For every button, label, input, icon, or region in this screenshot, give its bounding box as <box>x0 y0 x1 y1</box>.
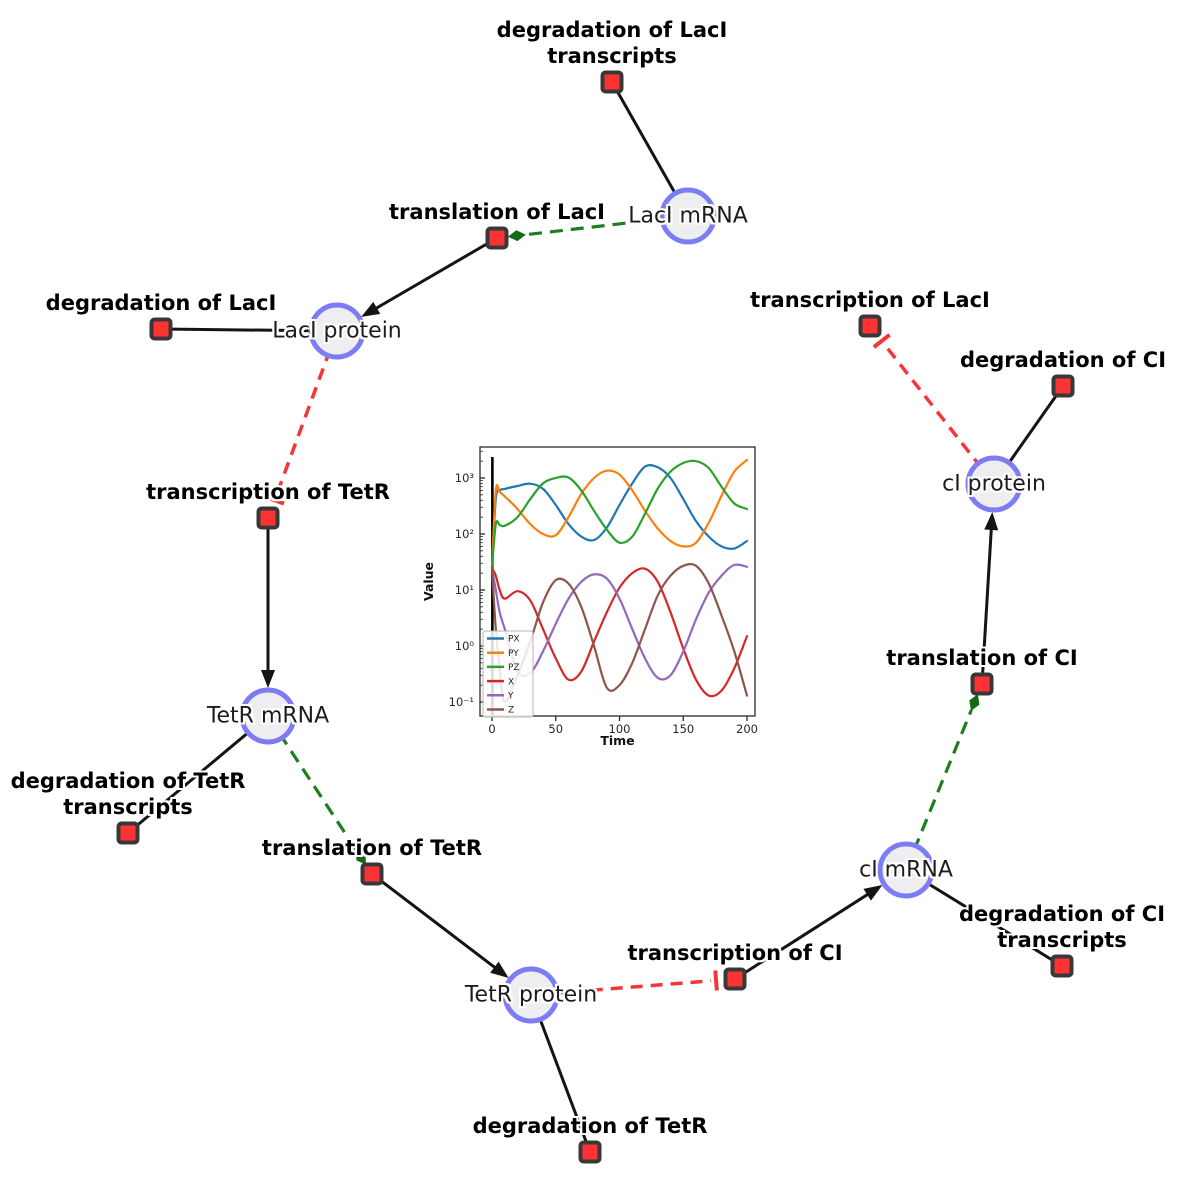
edge-production-transl-ci-ci-protein <box>980 525 993 685</box>
reaction-node-transl-tetr <box>360 862 384 886</box>
species-node-laci-protein <box>308 302 366 360</box>
x-tick-label: 100 <box>609 722 631 736</box>
reaction-label-transl-laci: translation of LacI <box>389 199 605 225</box>
series-line-PX <box>490 464 749 569</box>
edge-production-txn-tetr-tetr-mrna-arrowhead <box>261 670 275 688</box>
reaction-node-txn-ci <box>723 967 747 991</box>
reaction-node-deg-ci-tx <box>1050 954 1074 978</box>
reaction-label-line: transcription of LacI <box>750 288 990 312</box>
reaction-label-line: degradation of TetR <box>10 769 246 793</box>
reaction-label-line: degradation of CI <box>958 902 1166 926</box>
reaction-label-line: transcription of TetR <box>146 480 390 504</box>
edge-catalysis-tetr-mrna-transl-tetr-diamond-arrowhead <box>356 849 366 865</box>
reaction-label-line: transcription of CI <box>627 941 843 965</box>
reaction-node-deg-laci-tx <box>600 70 624 94</box>
reaction-node-txn-tetr <box>256 506 280 530</box>
reaction-label-deg-ci: degradation of CI <box>960 347 1166 373</box>
edge-consumption-laci-protein-deg-laci <box>160 327 338 333</box>
reaction-label-transl-tetr: translation of TetR <box>262 835 482 861</box>
species-label-ci-protein: cI protein <box>942 471 1046 497</box>
reaction-label-line: degradation of CI <box>959 348 1167 372</box>
species-label-tetr-mrna: TetR mRNA <box>206 703 330 729</box>
time-series-plot: 10⁻¹ 10⁰ 10¹ 10² 10³ 0 50 100 150 200 Time Value PX P… <box>420 432 780 767</box>
edge-production-transl-ci-ci-protein-arrowhead <box>984 511 999 531</box>
y-tick-label: 10³ <box>455 471 475 485</box>
legend-label: PZ <box>508 663 520 673</box>
edge-consumption-tetr-mrna-deg-tetr-tx <box>127 714 269 835</box>
legend-label: Z <box>508 706 514 716</box>
edge-inhibition-tetr-protein-txn-ci <box>530 979 712 997</box>
legend: PX PY PZ XYZ <box>482 630 534 718</box>
species-node-ci-mrna <box>877 841 935 899</box>
reaction-label-line: translation of LacI <box>389 200 605 224</box>
reaction-node-deg-tetr <box>578 1140 602 1164</box>
edge-catalysis-laci-mrna-transl-laci-diamond-arrowhead <box>507 230 526 242</box>
x-axis-title: Time <box>600 733 634 748</box>
x-tick-label: 0 <box>488 722 495 736</box>
reaction-node-deg-ci <box>1051 374 1075 398</box>
reaction-node-deg-laci <box>149 317 173 341</box>
reaction-label-deg-laci-tx: degradation of LacI transcripts <box>497 17 728 69</box>
reaction-label-line: transcripts <box>997 928 1127 952</box>
reaction-label-txn-ci: transcription of CI <box>627 940 842 966</box>
species-node-laci-mrna <box>659 187 717 245</box>
y-tick-label: 10⁻¹ <box>449 695 474 709</box>
edge-catalysis-ci-mrna-transl-ci-diamond-arrowhead <box>969 694 980 711</box>
legend-label: PX <box>508 635 520 645</box>
series-line-X <box>490 566 749 698</box>
species-label-laci-protein: LacI protein <box>272 318 402 344</box>
species-label-ci-mrna: cI mRNA <box>859 857 953 883</box>
reaction-node-transl-ci <box>970 672 994 696</box>
reaction-label-txn-laci: transcription of LacI <box>750 287 990 313</box>
edge-inhibition-laci-protein-txn-tetr <box>274 330 339 497</box>
legend-label: X <box>508 677 514 687</box>
y-tick-label: 10² <box>455 527 474 541</box>
reaction-label-txn-tetr: transcription of TetR <box>146 479 390 505</box>
species-label-laci-mrna: LacI mRNA <box>628 203 748 229</box>
reaction-node-txn-laci <box>858 314 882 338</box>
legend-label: Y <box>507 692 514 702</box>
reaction-label-line: translation of CI <box>886 646 1078 670</box>
edge-consumption-ci-mrna-deg-ci-tx <box>905 868 1063 968</box>
reaction-node-transl-laci <box>485 226 509 250</box>
reaction-label-deg-tetr: degradation of TetR <box>473 1113 708 1139</box>
y-tick-label: 10⁰ <box>455 639 475 653</box>
edge-production-txn-ci-ci-mrna <box>734 891 872 981</box>
reaction-label-deg-tetr-tx: degradation of TetR transcripts <box>11 768 246 820</box>
y-tick-label: 10¹ <box>455 583 474 597</box>
reaction-label-line: translation of TetR <box>261 836 483 860</box>
x-tick-label: 200 <box>736 722 758 736</box>
edge-inhibition-tetr-protein-txn-ci-tee-bar <box>713 970 719 991</box>
species-node-tetr-protein <box>502 966 560 1024</box>
series-line-PY <box>490 458 749 569</box>
edge-production-txn-ci-ci-mrna-arrowhead <box>863 885 883 901</box>
legend-label: PY <box>508 649 519 659</box>
edge-production-transl-tetr-tetr-protein <box>371 872 499 971</box>
reaction-label-line: degradation of LacI <box>496 18 728 42</box>
species-node-ci-protein <box>965 455 1023 513</box>
edge-inhibition-ci-protein-txn-laci-tee-bar <box>872 333 891 349</box>
series-line-PZ <box>490 459 749 569</box>
reaction-label-deg-laci: degradation of LacI <box>46 290 277 316</box>
reaction-node-deg-tetr-tx <box>116 821 140 845</box>
reaction-label-line: transcripts <box>547 44 677 68</box>
reaction-label-transl-ci: translation of CI <box>886 645 1077 671</box>
edge-inhibition-laci-protein-txn-tetr-tee-bar <box>264 494 285 506</box>
reaction-label-line: transcripts <box>63 795 193 819</box>
species-label-tetr-protein: TetR protein <box>464 982 598 1008</box>
y-axis-title: Value <box>421 562 436 601</box>
x-tick-label: 150 <box>672 722 694 736</box>
reaction-label-line: degradation of LacI <box>45 291 277 315</box>
plot-frame <box>479 446 756 717</box>
edge-production-transl-tetr-tetr-protein-arrowhead <box>490 961 509 979</box>
reaction-label-line: degradation of TetR <box>472 1114 708 1138</box>
x-tick-label: 50 <box>548 722 563 736</box>
edge-production-transl-laci-laci-protein-arrowhead <box>361 301 381 317</box>
reaction-label-deg-ci-tx: degradation of CI transcripts <box>959 901 1165 953</box>
species-node-tetr-mrna <box>239 687 297 745</box>
edge-production-transl-laci-laci-protein <box>372 236 498 312</box>
